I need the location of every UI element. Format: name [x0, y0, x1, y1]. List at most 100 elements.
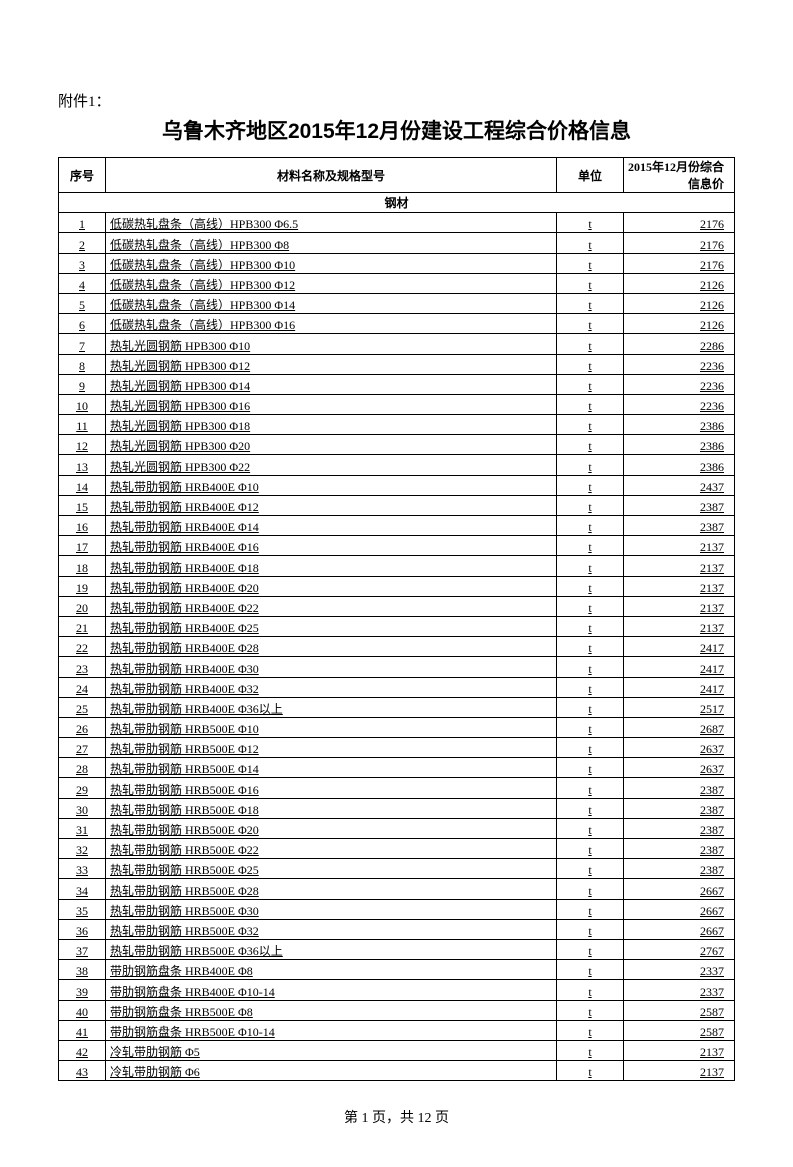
table-row: 12热轧光圆钢筋 HPB300 Φ20t2386	[59, 435, 735, 455]
cell-unit: t	[557, 455, 624, 475]
table-row: 9热轧光圆钢筋 HPB300 Φ14t2236	[59, 374, 735, 394]
cell-unit: t	[557, 879, 624, 899]
cell-unit: t	[557, 354, 624, 374]
cell-unit: t	[557, 233, 624, 253]
cell-seq: 35	[59, 899, 106, 919]
cell-unit: t	[557, 495, 624, 515]
cell-price: 2767	[624, 939, 735, 959]
cell-unit: t	[557, 273, 624, 293]
cell-name: 热轧带肋钢筋 HRB400E Φ10	[106, 475, 557, 495]
cell-name: 热轧光圆钢筋 HPB300 Φ10	[106, 334, 557, 354]
cell-name: 热轧带肋钢筋 HRB400E Φ30	[106, 657, 557, 677]
cell-name: 热轧带肋钢筋 HRB500E Φ32	[106, 919, 557, 939]
cell-seq: 25	[59, 697, 106, 717]
table-row: 20热轧带肋钢筋 HRB400E Φ22t2137	[59, 596, 735, 616]
cell-seq: 5	[59, 293, 106, 313]
table-row: 7热轧光圆钢筋 HPB300 Φ10t2286	[59, 334, 735, 354]
table-row: 42冷轧带肋钢筋 Φ5t2137	[59, 1040, 735, 1060]
cell-price: 2387	[624, 839, 735, 859]
table-row: 40带肋钢筋盘条 HRB500E Φ8t2587	[59, 1000, 735, 1020]
cell-name: 热轧光圆钢筋 HPB300 Φ14	[106, 374, 557, 394]
cell-unit: t	[557, 1040, 624, 1060]
cell-price: 2687	[624, 717, 735, 737]
cell-name: 热轧带肋钢筋 HRB500E Φ25	[106, 859, 557, 879]
cell-name: 热轧带肋钢筋 HRB400E Φ22	[106, 596, 557, 616]
cell-seq: 33	[59, 859, 106, 879]
cell-seq: 13	[59, 455, 106, 475]
cell-seq: 21	[59, 616, 106, 636]
table-row: 26热轧带肋钢筋 HRB500E Φ10t2687	[59, 717, 735, 737]
cell-unit: t	[557, 415, 624, 435]
page-title: 乌鲁木齐地区2015年12月份建设工程综合价格信息	[58, 115, 735, 145]
cell-price: 2126	[624, 273, 735, 293]
cell-name: 热轧光圆钢筋 HPB300 Φ22	[106, 455, 557, 475]
cell-unit: t	[557, 798, 624, 818]
table-row: 22热轧带肋钢筋 HRB400E Φ28t2417	[59, 637, 735, 657]
cell-unit: t	[557, 960, 624, 980]
table-row: 17热轧带肋钢筋 HRB400E Φ16t2137	[59, 536, 735, 556]
col-header-name: 材料名称及规格型号	[106, 158, 557, 193]
cell-seq: 29	[59, 778, 106, 798]
cell-price: 2337	[624, 980, 735, 1000]
cell-price: 2176	[624, 253, 735, 273]
table-row: 15热轧带肋钢筋 HRB400E Φ12t2387	[59, 495, 735, 515]
cell-name: 热轧带肋钢筋 HRB400E Φ14	[106, 516, 557, 536]
cell-price: 2517	[624, 697, 735, 717]
cell-price: 2387	[624, 818, 735, 838]
table-row: 10热轧光圆钢筋 HPB300 Φ16t2236	[59, 394, 735, 414]
cell-seq: 14	[59, 475, 106, 495]
cell-name: 热轧光圆钢筋 HPB300 Φ12	[106, 354, 557, 374]
cell-unit: t	[557, 818, 624, 838]
cell-unit: t	[557, 859, 624, 879]
cell-unit: t	[557, 717, 624, 737]
table-row: 18热轧带肋钢筋 HRB400E Φ18t2137	[59, 556, 735, 576]
cell-price: 2417	[624, 677, 735, 697]
cell-seq: 15	[59, 495, 106, 515]
cell-seq: 8	[59, 354, 106, 374]
cell-unit: t	[557, 576, 624, 596]
cell-price: 2387	[624, 798, 735, 818]
cell-price: 2637	[624, 758, 735, 778]
cell-unit: t	[557, 758, 624, 778]
cell-unit: t	[557, 980, 624, 1000]
cell-unit: t	[557, 556, 624, 576]
cell-seq: 41	[59, 1020, 106, 1040]
cell-name: 热轧光圆钢筋 HPB300 Φ16	[106, 394, 557, 414]
table-row: 16热轧带肋钢筋 HRB400E Φ14t2387	[59, 516, 735, 536]
cell-name: 带肋钢筋盘条 HRB400E Φ10-14	[106, 980, 557, 1000]
cell-name: 热轧带肋钢筋 HRB500E Φ14	[106, 758, 557, 778]
cell-name: 冷轧带肋钢筋 Φ5	[106, 1040, 557, 1060]
cell-seq: 38	[59, 960, 106, 980]
table-header-row: 序号 材料名称及规格型号 单位 2015年12月份综合信息价	[59, 158, 735, 193]
cell-name: 热轧带肋钢筋 HRB400E Φ36以上	[106, 697, 557, 717]
table-row: 23热轧带肋钢筋 HRB400E Φ30t2417	[59, 657, 735, 677]
cell-seq: 3	[59, 253, 106, 273]
table-row: 19热轧带肋钢筋 HRB400E Φ20t2137	[59, 576, 735, 596]
cell-seq: 9	[59, 374, 106, 394]
cell-price: 2137	[624, 556, 735, 576]
table-row: 5低碳热轧盘条（高线）HPB300 Φ14t2126	[59, 293, 735, 313]
cell-unit: t	[557, 536, 624, 556]
cell-price: 2236	[624, 354, 735, 374]
cell-price: 2387	[624, 495, 735, 515]
cell-price: 2587	[624, 1020, 735, 1040]
table-row: 36热轧带肋钢筋 HRB500E Φ32t2667	[59, 919, 735, 939]
table-row: 39带肋钢筋盘条 HRB400E Φ10-14t2337	[59, 980, 735, 1000]
cell-price: 2137	[624, 596, 735, 616]
table-row: 14热轧带肋钢筋 HRB400E Φ10t2437	[59, 475, 735, 495]
cell-seq: 1	[59, 213, 106, 233]
table-row: 30热轧带肋钢筋 HRB500E Φ18t2387	[59, 798, 735, 818]
cell-name: 热轧带肋钢筋 HRB400E Φ16	[106, 536, 557, 556]
cell-unit: t	[557, 253, 624, 273]
cell-price: 2236	[624, 394, 735, 414]
cell-seq: 40	[59, 1000, 106, 1020]
cell-name: 热轧带肋钢筋 HRB500E Φ10	[106, 717, 557, 737]
cell-unit: t	[557, 637, 624, 657]
cell-name: 带肋钢筋盘条 HRB500E Φ8	[106, 1000, 557, 1020]
cell-seq: 26	[59, 717, 106, 737]
cell-unit: t	[557, 839, 624, 859]
cell-name: 热轧带肋钢筋 HRB500E Φ30	[106, 899, 557, 919]
cell-seq: 19	[59, 576, 106, 596]
table-row: 43冷轧带肋钢筋 Φ6t2137	[59, 1061, 735, 1081]
cell-name: 热轧光圆钢筋 HPB300 Φ18	[106, 415, 557, 435]
